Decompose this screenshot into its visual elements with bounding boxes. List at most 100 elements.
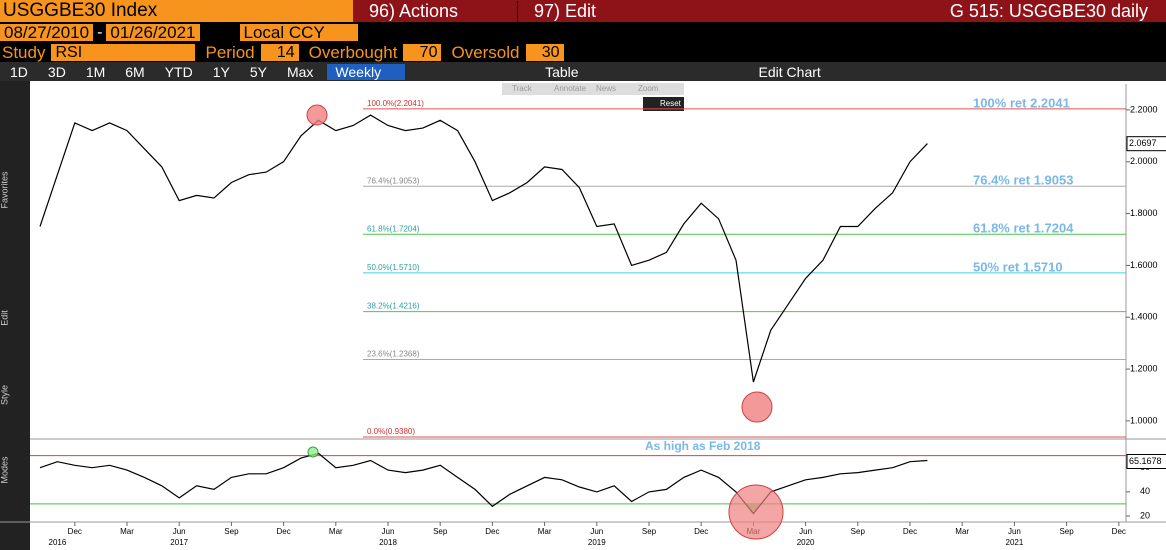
x-tick-label: Jun: [590, 527, 603, 536]
page-title: G 515: USGGBE30 daily: [949, 0, 1148, 21]
year-label: 2018: [379, 538, 397, 547]
x-tick-label: Jun: [799, 527, 812, 536]
y-tick-label: 1.0000: [1130, 415, 1158, 425]
period-button[interactable]: Max: [286, 63, 314, 80]
x-tick-label: Jun: [173, 527, 186, 536]
overbought-label: Overbought: [308, 42, 398, 62]
x-tick-label: Dec: [903, 527, 917, 536]
period-button[interactable]: 1M: [85, 63, 106, 80]
reset-button: Reset: [660, 99, 682, 108]
y-tick-label: 1.8000: [1130, 208, 1158, 218]
annotation-circle: [307, 446, 319, 458]
plot: 1.0000 1.2000 1.4000 1.6000 1.8000 2.0000 2.20…: [30, 95, 1166, 547]
year-label: 2016: [49, 538, 67, 547]
fib-label: 76.4%(1.9053): [367, 176, 420, 185]
x-tick-label: Sep: [224, 527, 239, 536]
x-tick-label: Jun: [382, 527, 395, 536]
x-tick-label: Dec: [694, 527, 708, 536]
x-tick-label: Dec: [68, 527, 82, 536]
reset-box: [643, 97, 684, 111]
fib-ret-label: 76.4% ret 1.9053: [973, 173, 1073, 188]
x-tick-label: Sep: [1059, 527, 1074, 536]
year-label: 2019: [588, 538, 606, 547]
start-date[interactable]: 08/27/2010: [0, 24, 94, 41]
period-button[interactable]: 6M: [125, 63, 145, 80]
annotation-circle: [306, 104, 328, 126]
period-button[interactable]: 3D: [47, 63, 66, 80]
tool-button: News: [596, 84, 616, 93]
last-value-box: [1126, 136, 1166, 152]
oversold[interactable]: 30: [525, 44, 564, 61]
left-toolbar: [0, 81, 30, 550]
x-tick-label: Jun: [1008, 527, 1021, 536]
ticker[interactable]: USGGBE30 Index: [0, 0, 353, 22]
frequency[interactable]: Weekly: [327, 63, 406, 80]
period[interactable]: 14: [260, 44, 299, 61]
year-label: 2020: [797, 538, 815, 547]
year-label: 2021: [1006, 538, 1024, 547]
y-tick-label: 1.6000: [1130, 260, 1158, 270]
x-tick-label: Mar: [329, 527, 343, 536]
chart-bg: [0, 81, 1166, 550]
x-tick-label: Dec: [1112, 527, 1126, 536]
tool-button: Track: [512, 84, 533, 93]
series-line: [39, 452, 928, 515]
tool-strip: [502, 83, 684, 95]
period-button[interactable]: 1D: [10, 63, 28, 80]
side-label: Modes: [0, 456, 9, 484]
edit-menu[interactable]: 97) Edit: [517, 0, 674, 22]
fib-label: 0.0%(0.9380): [367, 427, 415, 436]
x-tick-label: Mar: [538, 527, 552, 536]
study-label: Study: [2, 42, 46, 62]
study-name[interactable]: RSI: [51, 44, 196, 61]
period-bar: 1D 3D 1M 6M YTD 1Y 5Y Max Weekly Table Edit Chart: [0, 62, 1166, 81]
fib-label: 50.0%(1.5710): [367, 263, 420, 272]
x-tick-label: Sep: [433, 527, 448, 536]
edit-chart-button[interactable]: Edit Chart: [758, 63, 821, 80]
x-tick-label: Sep: [642, 527, 657, 536]
y-tick-label: 1.4000: [1130, 312, 1158, 322]
y-tick-label: 20: [1140, 510, 1150, 520]
side-label: Favorites: [0, 171, 9, 209]
x-tick-label: Sep: [851, 527, 866, 536]
y-tick-label: 2.0000: [1130, 156, 1158, 166]
table-button[interactable]: Table: [545, 63, 579, 80]
side-label: Style: [0, 385, 9, 405]
overbought[interactable]: 70: [403, 44, 442, 61]
y-tick-label: 2.2000: [1130, 104, 1158, 114]
y-tick-label: 1.2000: [1130, 363, 1158, 373]
year-label: 2017: [170, 538, 188, 547]
fib-label: 38.2%(1.4216): [367, 302, 420, 311]
end-date[interactable]: 01/26/2021: [106, 24, 200, 41]
period-label: Period: [205, 42, 255, 62]
oversold-label: Oversold: [451, 42, 520, 62]
last-value-label: 2.0697: [1129, 138, 1157, 148]
last-value-label: 65.1678: [1129, 456, 1162, 466]
x-tick-label: Mar: [955, 527, 969, 536]
annotation: As high as Feb 2018: [645, 439, 761, 453]
tool-button: Zoom: [638, 84, 659, 93]
currency[interactable]: Local CCY: [239, 24, 358, 41]
fib-ret-label: 50% ret 1.5710: [973, 259, 1063, 274]
annotation-circle: [741, 391, 773, 423]
last-value-box: [1126, 454, 1166, 470]
dash: -: [97, 23, 103, 41]
annotation-circle: [728, 484, 784, 540]
x-tick-label: Mar: [120, 527, 134, 536]
study-bar: Study RSI Period 14 Overbought 70 Overso…: [0, 43, 1166, 62]
x-tick-label: Dec: [485, 527, 499, 536]
series-line: [39, 114, 928, 383]
fib-label: 100.0%(2.2041): [367, 99, 424, 108]
period-button[interactable]: 1Y: [212, 63, 230, 80]
fib-ret-label: 100% ret 2.2041: [973, 95, 1070, 110]
x-tick-label: Dec: [276, 527, 290, 536]
period-button[interactable]: 5Y: [249, 63, 267, 80]
actions-menu[interactable]: 96) Actions: [369, 0, 459, 21]
range-bar: 08/27/2010 - 01/26/2021 Local CCY: [0, 23, 1166, 42]
fib-label: 23.6%(1.2368): [367, 350, 420, 359]
side-label: Edit: [0, 310, 9, 326]
period-button[interactable]: YTD: [164, 63, 193, 80]
